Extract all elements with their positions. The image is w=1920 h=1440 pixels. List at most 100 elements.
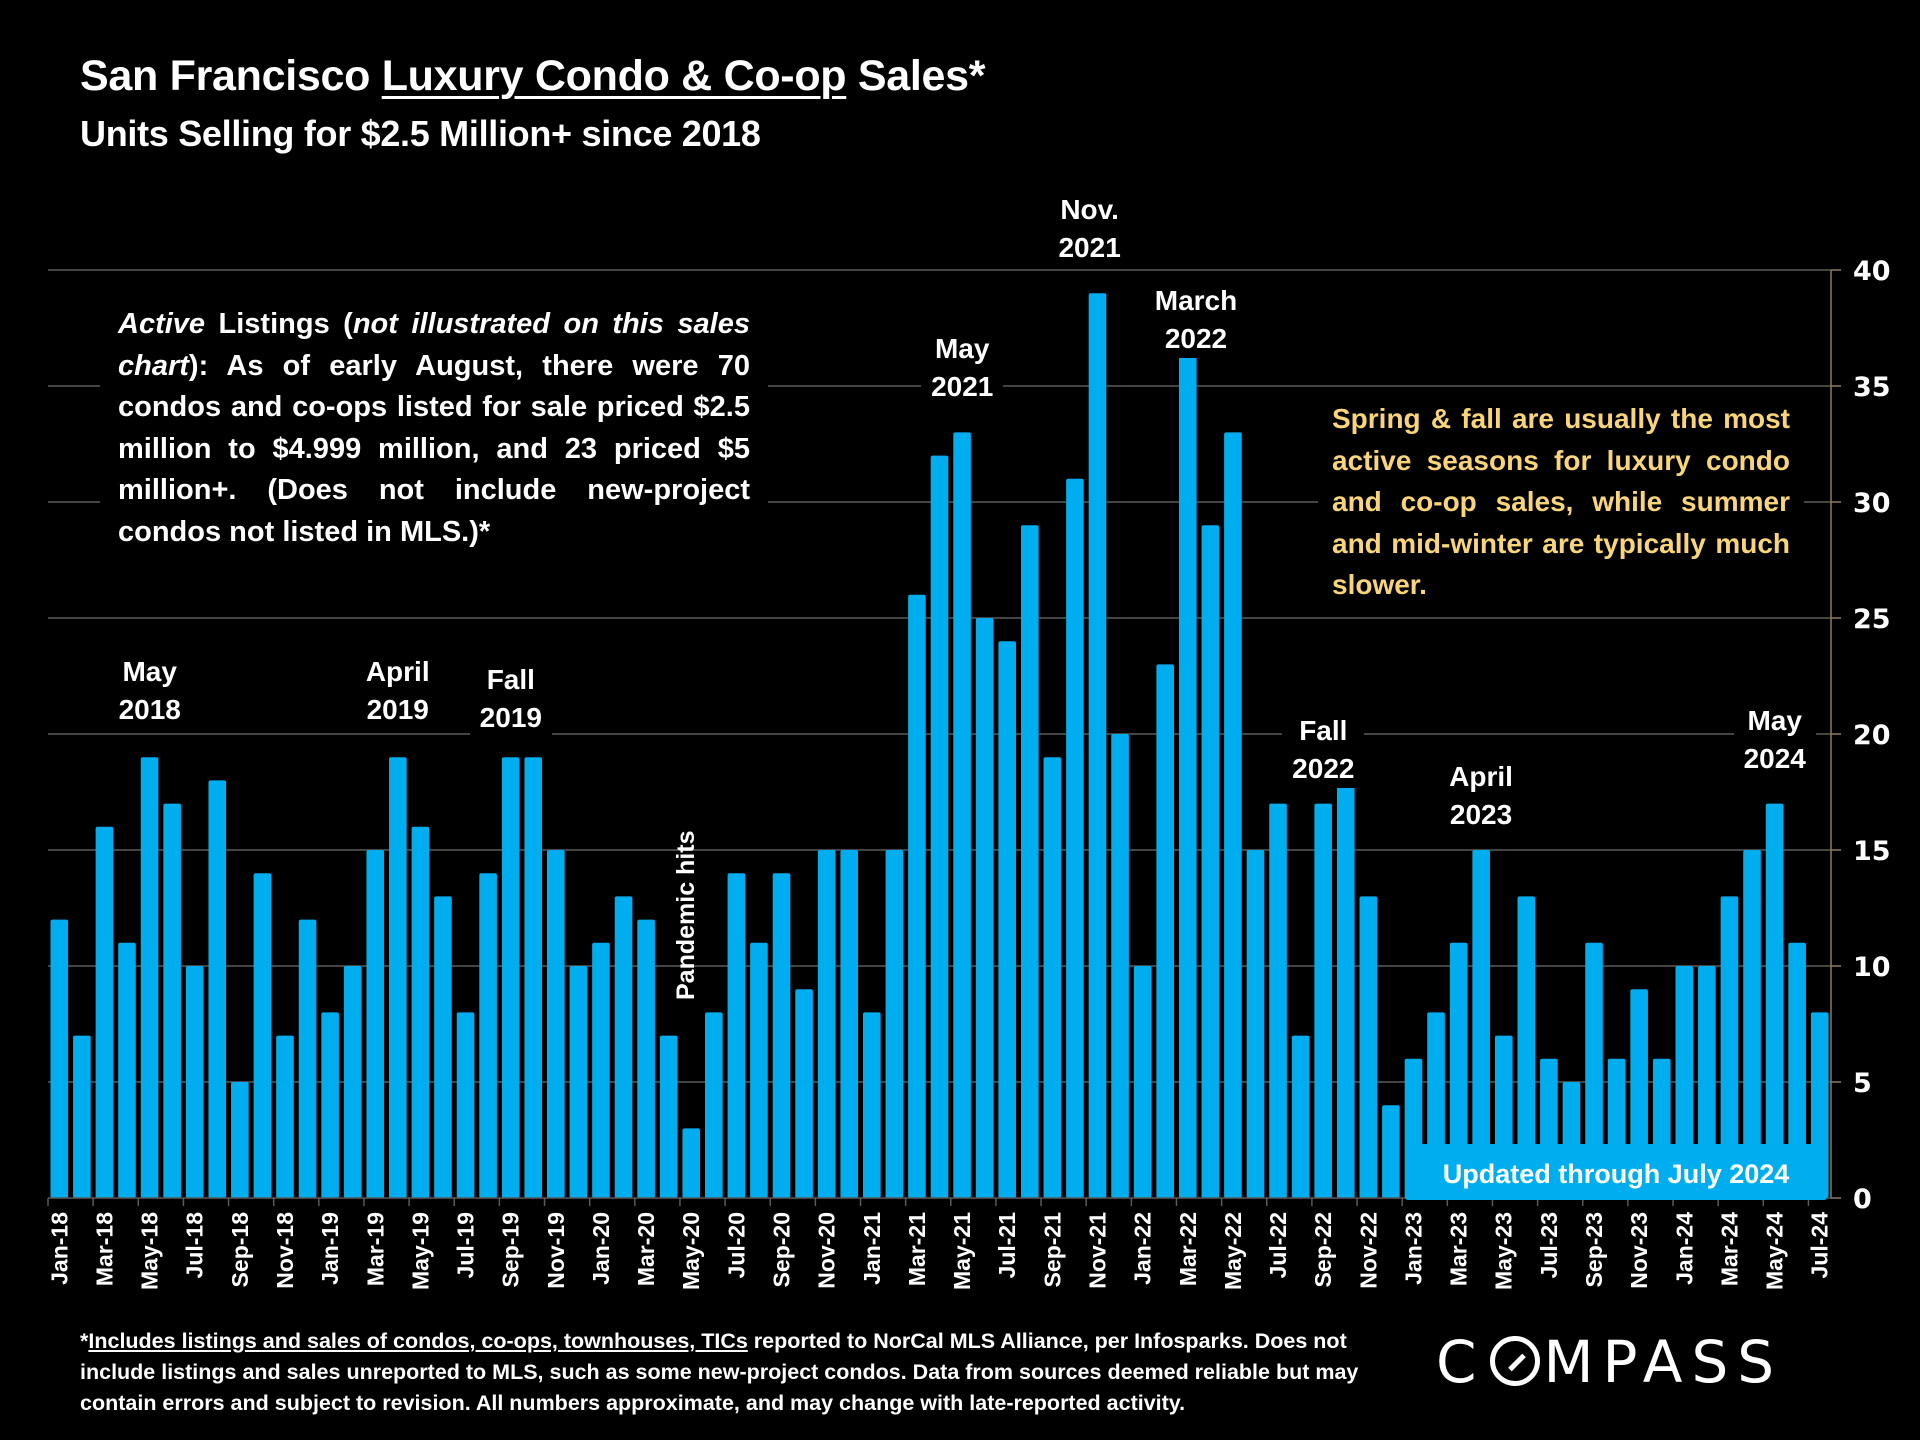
peak-annotation-line2: 2022 xyxy=(1164,322,1228,354)
peak-annotation-line1: Nov. xyxy=(1060,194,1119,226)
bar-Jul-19 xyxy=(456,1012,475,1198)
bar-Jun-24 xyxy=(1788,942,1806,1198)
chart-subtitle: Units Selling for $2.5 Million+ since 20… xyxy=(80,113,761,154)
xtick-label: Sep-20 xyxy=(769,1212,795,1287)
peak-annotation-line2: 2018 xyxy=(118,694,181,726)
bar-Mar-22 xyxy=(1178,339,1197,1199)
bar-Sep-18 xyxy=(231,1082,249,1198)
bar-Mar-19 xyxy=(366,850,385,1198)
bar-Dec-22 xyxy=(1382,1105,1400,1198)
bar-Jul-21 xyxy=(998,641,1017,1198)
bar-Apr-18 xyxy=(118,942,136,1198)
bar-Nov-20 xyxy=(817,850,836,1198)
bar-Jun-20 xyxy=(705,1012,723,1198)
bar-Apr-20 xyxy=(659,1035,678,1198)
ytick-label: 40 xyxy=(1853,256,1891,287)
bar-Feb-20 xyxy=(614,896,633,1198)
xtick-label: Jan-24 xyxy=(1671,1212,1697,1285)
bar-Sep-22 xyxy=(1314,803,1332,1198)
bar-Aug-22 xyxy=(1291,1035,1310,1198)
bar-Jul-22 xyxy=(1269,803,1287,1198)
bar-Aug-19 xyxy=(479,873,497,1198)
title-suffix: Sales* xyxy=(846,52,986,100)
peak-annotation-line2: 2024 xyxy=(1743,742,1806,774)
xtick-label: May-20 xyxy=(678,1212,704,1290)
footnote: *Includes listings and sales of condos, … xyxy=(80,1326,1415,1419)
compass-logo: C MPASS xyxy=(1436,1328,1783,1396)
peak-annotation: May 2024 xyxy=(1733,701,1816,778)
xtick-label: Jul-19 xyxy=(453,1212,479,1278)
bar-Apr-23 xyxy=(1472,850,1490,1198)
bar-Sep-20 xyxy=(772,873,791,1198)
bar-Jan-18 xyxy=(50,919,69,1198)
bar-Jun-23 xyxy=(1517,896,1536,1198)
bar-Feb-24 xyxy=(1698,966,1716,1198)
note-text-2: ): As of early August, there were 70 con… xyxy=(118,349,750,548)
xtick-label: Jan-22 xyxy=(1130,1212,1156,1285)
footnote-rest: reported to NorCal MLS Alliance, per Inf… xyxy=(80,1329,1359,1415)
bar-May-22 xyxy=(1224,432,1242,1198)
xtick-label: Nov-20 xyxy=(814,1212,840,1289)
peak-annotation-line1: May xyxy=(122,656,177,688)
bar-Mar-18 xyxy=(95,826,114,1198)
peak-annotation-line1: May xyxy=(934,333,990,365)
bar-Dec-20 xyxy=(840,850,859,1198)
xtick-label: Nov-23 xyxy=(1626,1212,1652,1289)
bar-Oct-21 xyxy=(1066,478,1084,1198)
xtick-label: Jul-23 xyxy=(1536,1212,1562,1278)
note-italic-not-illustrated: not illustrated on this sales chart xyxy=(118,308,750,382)
ytick-label: 15 xyxy=(1853,836,1891,867)
xtick-label: Nov-22 xyxy=(1355,1212,1381,1289)
ytick-label: 35 xyxy=(1853,372,1891,403)
peak-annotation-line2: 2022 xyxy=(1292,752,1355,784)
bar-Mar-21 xyxy=(908,594,926,1198)
note-italic-active: Active xyxy=(118,308,206,340)
bar-Apr-19 xyxy=(389,757,407,1198)
bar-Dec-18 xyxy=(298,919,317,1198)
bar-Mar-20 xyxy=(637,919,655,1198)
active-listings-note: Active Listings (not illustrated on this… xyxy=(100,304,768,553)
bar-Jan-19 xyxy=(321,1012,339,1198)
peak-annotation-line2: 2021 xyxy=(1058,232,1121,264)
xtick-label: Mar-19 xyxy=(362,1212,388,1286)
xtick-label: Jul-18 xyxy=(182,1212,208,1279)
bar-Sep-19 xyxy=(501,757,520,1198)
xtick-label: Jan-20 xyxy=(588,1212,614,1285)
bar-Mar-24 xyxy=(1720,896,1739,1198)
xtick-label: Mar-22 xyxy=(1175,1212,1201,1286)
bar-Sep-23 xyxy=(1585,942,1603,1198)
bar-Mar-23 xyxy=(1449,942,1468,1198)
logo-letters-rest: MPASS xyxy=(1543,1328,1784,1396)
bar-Apr-22 xyxy=(1201,525,1220,1198)
pandemic-annotation: Pandemic hits xyxy=(672,830,700,1001)
peak-annotation-line1: March xyxy=(1154,284,1238,316)
xtick-label: Jan-23 xyxy=(1400,1212,1426,1285)
peak-annotation-line2: 2019 xyxy=(479,702,542,734)
note-text-1: Listings ( xyxy=(205,308,353,340)
ytick-label: 5 xyxy=(1853,1068,1872,1099)
bar-Jan-21 xyxy=(862,1012,881,1198)
bar-Feb-18 xyxy=(73,1035,91,1198)
peak-annotation: Fall 2022 xyxy=(1282,711,1365,788)
xtick-label: Jan-21 xyxy=(859,1212,885,1285)
bar-May-19 xyxy=(411,826,430,1198)
bar-Aug-21 xyxy=(1020,525,1039,1198)
title-underlined: Luxury Condo & Co-op xyxy=(381,52,847,100)
peak-annotation-line1: May xyxy=(1747,704,1802,736)
title-prefix: San Francisco xyxy=(80,52,382,100)
bar-Nov-21 xyxy=(1088,293,1107,1198)
bar-Feb-22 xyxy=(1156,664,1174,1198)
bar-May-18 xyxy=(140,757,159,1198)
bar-Feb-21 xyxy=(885,850,904,1198)
xtick-label: Sep-23 xyxy=(1581,1212,1607,1287)
ytick-label: 25 xyxy=(1853,604,1891,635)
peak-annotation: April 2019 xyxy=(355,653,440,730)
xtick-label: Jul-22 xyxy=(1265,1212,1291,1278)
bar-Oct-18 xyxy=(253,873,272,1198)
footnote-star: * xyxy=(80,1329,89,1353)
bar-Dec-21 xyxy=(1111,734,1129,1198)
updated-through-badge: Updated through July 2024 xyxy=(1405,1144,1827,1200)
xtick-label: Jul-20 xyxy=(723,1212,749,1278)
bar-Jan-22 xyxy=(1133,966,1152,1198)
